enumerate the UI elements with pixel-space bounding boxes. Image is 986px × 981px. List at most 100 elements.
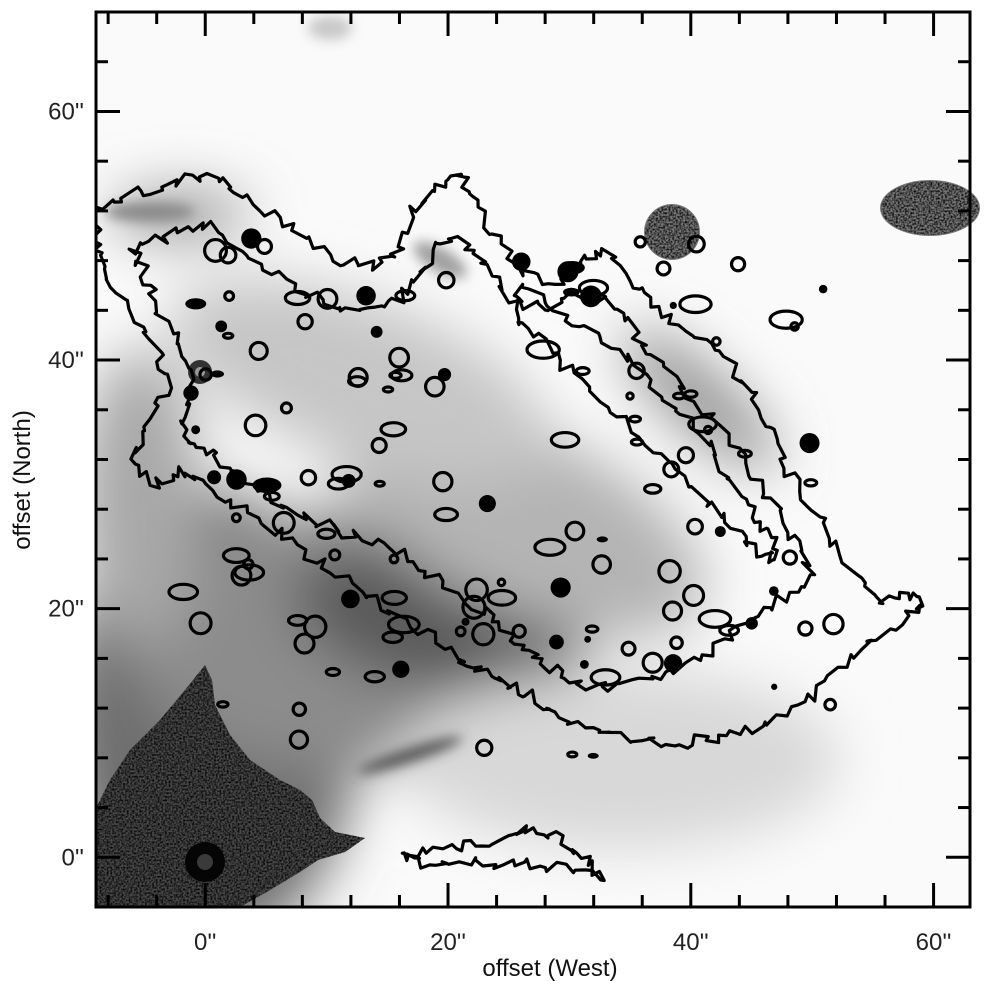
contour-speckle bbox=[461, 594, 487, 620]
central-source bbox=[96, 665, 365, 907]
contour-speckle bbox=[657, 558, 682, 584]
contour-speckle bbox=[577, 278, 610, 298]
contour-speckle bbox=[745, 617, 758, 630]
contour-speckle bbox=[686, 517, 704, 536]
contour-speckle bbox=[591, 554, 613, 575]
contour-speckle bbox=[432, 470, 454, 493]
contour-speckle bbox=[262, 490, 281, 502]
contour-speckle bbox=[686, 234, 706, 254]
contour-speckle bbox=[714, 526, 726, 538]
contour-speckle bbox=[799, 433, 820, 454]
x-tick-label: 40'' bbox=[673, 929, 709, 956]
contour-speckle bbox=[248, 340, 269, 362]
contour-speckle bbox=[330, 464, 363, 484]
contour-speckle bbox=[511, 252, 531, 271]
contour-speckle bbox=[356, 286, 376, 306]
axis-ticks bbox=[96, 12, 970, 907]
contour-speckle bbox=[464, 577, 489, 603]
contour-speckle bbox=[221, 547, 251, 565]
contour-speckle bbox=[587, 752, 599, 759]
contour-speckle bbox=[316, 287, 339, 310]
contour-speckle bbox=[210, 370, 225, 378]
contour-speckle bbox=[347, 375, 368, 388]
contour-speckle bbox=[789, 321, 800, 332]
contour-speckle bbox=[279, 401, 293, 415]
axis-tick-labels: 0'' 20'' 40'' 60'' 0'' 20'' 40'' 60'' bbox=[48, 98, 951, 956]
contour-speckle bbox=[302, 614, 328, 640]
y-axis-title: offset (North) bbox=[9, 410, 36, 550]
contour-speckle bbox=[768, 309, 804, 330]
contour-speckle bbox=[218, 245, 238, 265]
contour-speckle bbox=[230, 512, 242, 524]
y-tick-label: 60'' bbox=[48, 98, 84, 125]
contour-speckle bbox=[669, 301, 677, 310]
contour-speckle bbox=[243, 413, 268, 438]
outer-contour bbox=[96, 171, 925, 750]
contour-speckle bbox=[655, 260, 672, 277]
contour-speckle bbox=[661, 600, 684, 622]
contour-speckle bbox=[676, 446, 696, 465]
contour-speckle bbox=[461, 617, 470, 626]
contour-speckle bbox=[471, 622, 496, 647]
contour-speckle bbox=[584, 635, 592, 643]
contour-speckle bbox=[291, 701, 308, 717]
contour-speckle bbox=[818, 284, 828, 294]
contour-speckle bbox=[288, 729, 310, 750]
contour-speckle bbox=[324, 666, 342, 678]
contour-speckle bbox=[628, 414, 643, 424]
contour-speckle bbox=[299, 468, 318, 487]
contour-speckle bbox=[584, 624, 600, 634]
contour-speckle bbox=[381, 385, 395, 394]
y-tick-label: 40'' bbox=[48, 347, 84, 374]
contour-speckle bbox=[574, 366, 591, 377]
contour-speckle bbox=[380, 589, 409, 607]
contour-speckle bbox=[641, 651, 664, 674]
contour-speckle bbox=[718, 623, 741, 637]
contour-speckle bbox=[370, 325, 383, 338]
contour-speckle bbox=[221, 331, 235, 340]
contour-speckle bbox=[566, 750, 579, 759]
contour-speckle bbox=[341, 589, 360, 609]
contour-speckle bbox=[167, 582, 200, 602]
contour-speckle bbox=[183, 385, 199, 401]
contour-speckle bbox=[620, 640, 637, 657]
contour-speckle bbox=[386, 614, 421, 635]
contour-speckle bbox=[328, 548, 342, 562]
contour-speckle bbox=[768, 586, 779, 596]
contour-speckle bbox=[678, 294, 713, 315]
contour-speckle bbox=[736, 448, 753, 459]
contour-speckle bbox=[511, 623, 527, 639]
contour-speckle bbox=[633, 235, 647, 249]
contour-speckle bbox=[563, 287, 580, 297]
contour-speckle bbox=[662, 460, 681, 479]
contour-speckle bbox=[454, 625, 467, 638]
contour-speckle bbox=[226, 469, 247, 490]
contour-speckle bbox=[781, 549, 799, 566]
contour-speckle bbox=[370, 436, 388, 455]
diffuse-detail bbox=[105, 16, 467, 774]
contour-speckle bbox=[326, 476, 350, 491]
contour-speckle bbox=[823, 697, 838, 712]
contour-speckle bbox=[433, 506, 460, 523]
contour-speckle bbox=[233, 563, 266, 582]
contour-speckle bbox=[771, 683, 778, 690]
contour-speckle bbox=[564, 520, 586, 542]
contour-speckle bbox=[549, 634, 564, 650]
contour-speckle bbox=[271, 510, 296, 535]
contour-speckle bbox=[423, 375, 446, 398]
contour-speckle bbox=[255, 237, 274, 256]
contour-speckle bbox=[557, 261, 579, 283]
contour-speckle bbox=[478, 495, 496, 513]
contour-speckle bbox=[533, 537, 567, 557]
contour-speckle bbox=[711, 336, 722, 347]
contour-speckle bbox=[627, 361, 646, 381]
contour-speckle bbox=[486, 588, 518, 607]
y-tick-label: 0'' bbox=[61, 844, 84, 871]
contour-speckle bbox=[185, 298, 207, 310]
contour-speckle bbox=[475, 738, 494, 758]
contour-speckle bbox=[381, 630, 405, 645]
contour-speckle bbox=[669, 635, 684, 651]
contour-speckle bbox=[223, 290, 236, 303]
contour-speckle bbox=[394, 289, 417, 303]
